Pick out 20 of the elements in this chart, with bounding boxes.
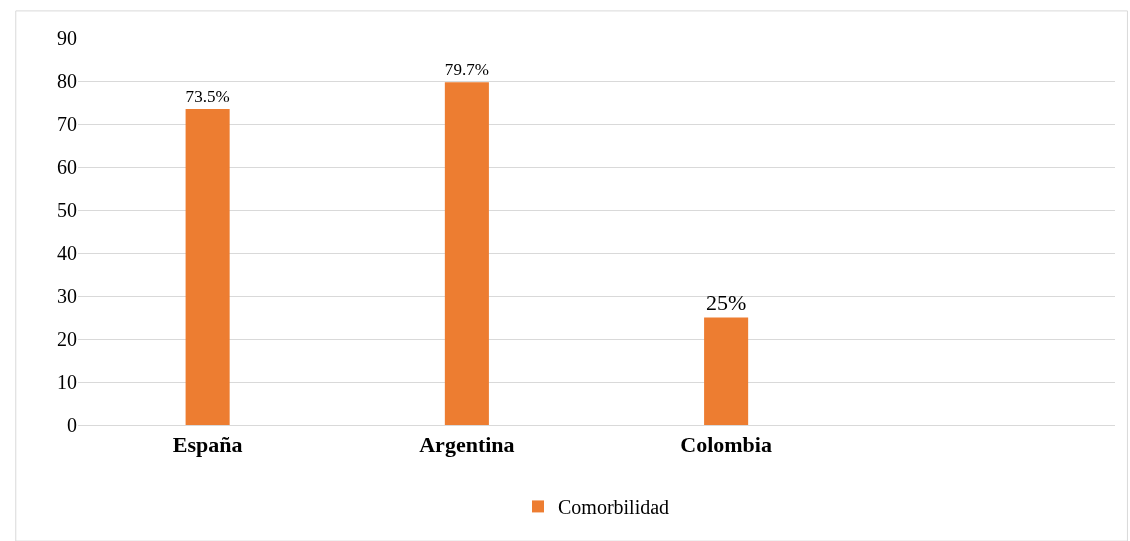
y-tick-label: 40 xyxy=(57,242,77,264)
y-tick-label: 20 xyxy=(57,328,77,350)
x-tick-label: Colombia xyxy=(680,432,772,458)
y-tick-label: 10 xyxy=(57,371,77,393)
bar xyxy=(704,317,749,425)
x-tick-label: España xyxy=(172,432,243,458)
y-tick-label: 90 xyxy=(57,27,77,49)
y-tick-label: 0 xyxy=(67,414,77,436)
y-tick-label: 70 xyxy=(57,113,77,135)
bar xyxy=(185,108,230,425)
data-label: 25% xyxy=(705,289,747,315)
y-tick-label: 80 xyxy=(57,70,77,92)
legend-label: Comorbilidad xyxy=(558,496,670,519)
data-label: 79.7% xyxy=(444,60,489,80)
y-tick-label: 60 xyxy=(57,156,77,178)
data-label: 73.5% xyxy=(185,87,230,107)
bar xyxy=(444,82,489,425)
x-tick-label: Argentina xyxy=(419,432,515,458)
y-tick-label: 50 xyxy=(57,199,77,221)
y-tick-label: 30 xyxy=(57,285,77,307)
